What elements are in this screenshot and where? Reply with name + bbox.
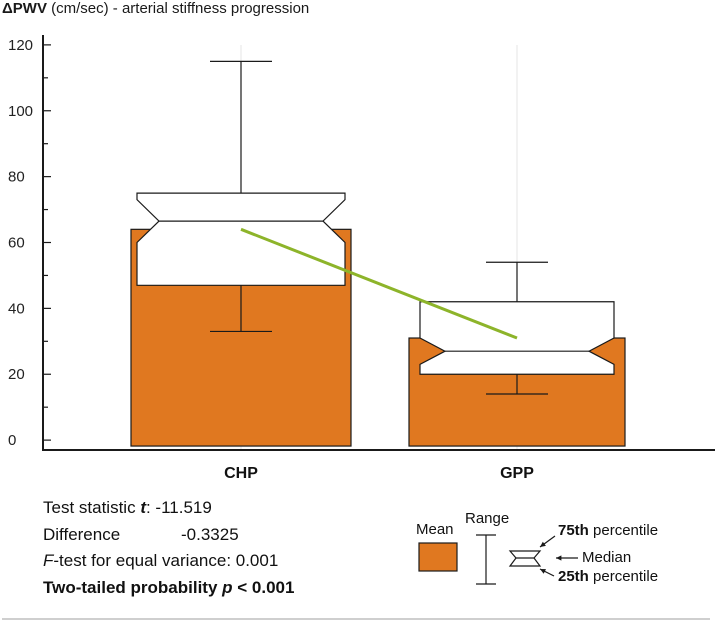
y-axis-title: ΔPWV (cm/sec) - arterial stiffness progr…: [2, 0, 309, 17]
y-tick-label: 120: [8, 37, 33, 54]
legend-75th-label: 75th percentile: [558, 522, 659, 539]
x-category-label: GPP: [500, 465, 534, 482]
mean-trend-line: [240, 227, 518, 340]
test-statistic-row: Test statistic t: -11.519: [43, 498, 212, 517]
y-tick-label: 40: [8, 300, 25, 317]
legend-range-label: Range: [465, 510, 510, 527]
difference-row: Difference -0.3325: [43, 524, 239, 544]
legend-25th-arrow-head: [540, 569, 546, 574]
t-symbol: t: [140, 498, 146, 517]
legend-mean-label: Mean: [416, 521, 454, 538]
legend-median-arrow-head: [556, 555, 562, 561]
p-value-row: Two-tailed probability p < 0.001: [43, 577, 295, 597]
x-category-label: CHP: [224, 465, 258, 482]
legend-75th-arrow-head: [540, 541, 546, 547]
y-axis-label: (cm/sec) - arterial stiffness progressio…: [46, 0, 310, 17]
legend-mean-swatch: [418, 542, 458, 572]
notched-box: [136, 192, 346, 286]
y-tick-label: 100: [8, 103, 33, 120]
bottom-divider: [2, 618, 710, 620]
y-tick-label: 20: [8, 366, 25, 383]
statistics-block: Test statistic t: -11.519 Difference -0.3…: [43, 495, 294, 601]
legend-25th-label: 25th percentile: [558, 568, 659, 585]
legend-median-label: Median: [582, 549, 632, 566]
y-axis-symbol: ΔPWV: [2, 0, 47, 17]
f-test-row: F-test for equal variance: 0.001: [43, 551, 279, 570]
y-tick-label: 80: [8, 169, 25, 186]
y-tick-label: 0: [8, 432, 16, 449]
y-tick-label: 60: [8, 235, 25, 252]
